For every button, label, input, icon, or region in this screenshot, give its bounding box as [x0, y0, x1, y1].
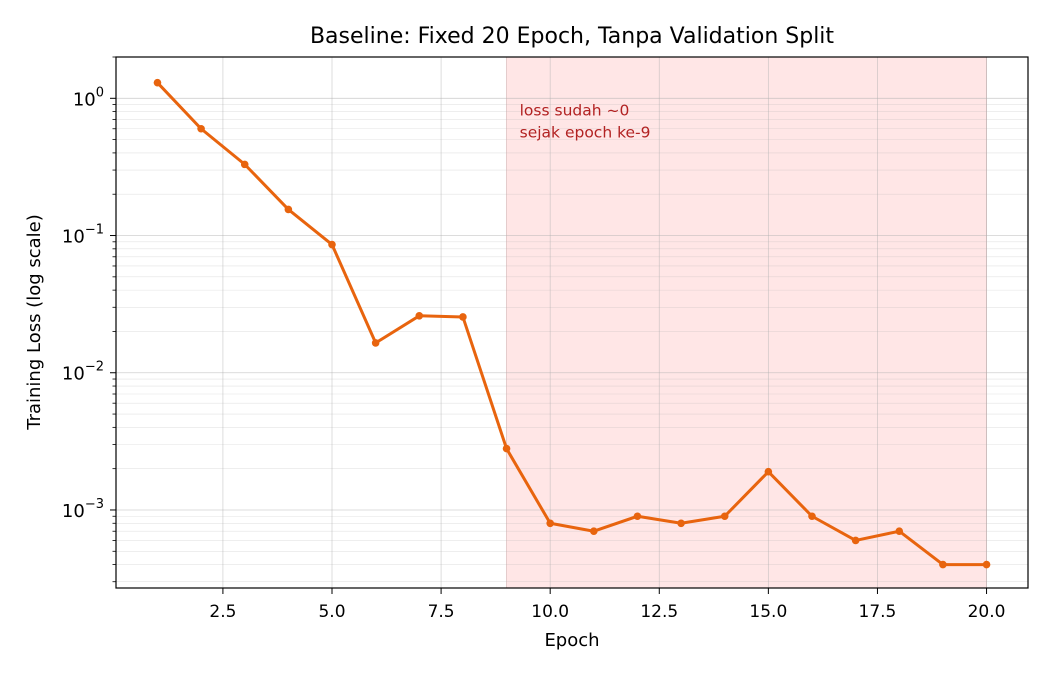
- x-axis-label: Epoch: [544, 630, 599, 651]
- y-tick-label: 10−2: [62, 360, 104, 385]
- shaded-region: [506, 57, 987, 588]
- plot-frame: [115, 56, 1029, 589]
- x-tick-label: 15.0: [749, 602, 787, 622]
- data-point: [153, 78, 162, 87]
- data-point: [939, 560, 947, 569]
- data-point: [459, 313, 467, 321]
- x-tick-label: 12.5: [640, 602, 678, 622]
- annotation-text: sejak epoch ke-9: [520, 123, 651, 141]
- y-tick-label: 10−1: [62, 223, 104, 248]
- series-line: [155, 81, 989, 567]
- data-point: [197, 124, 205, 133]
- x-tick-label: 17.5: [859, 602, 897, 622]
- data-point: [677, 519, 685, 528]
- data-point: [764, 467, 773, 476]
- data-point: [982, 560, 991, 569]
- data-point: [895, 527, 904, 536]
- data-point: [415, 312, 424, 320]
- data-point: [328, 240, 336, 249]
- annotation-text: loss sudah ~0: [520, 101, 630, 119]
- data-point: [546, 519, 554, 528]
- data-point: [808, 512, 816, 521]
- data-point: [502, 444, 511, 453]
- data-point: [851, 536, 860, 545]
- y-tick-label: 10−3: [62, 497, 104, 522]
- chart-title: Baseline: Fixed 20 Epoch, Tanpa Validati…: [310, 24, 834, 49]
- x-tick-label: 2.5: [209, 602, 236, 622]
- x-tick-label: 7.5: [428, 602, 455, 622]
- data-point: [590, 527, 598, 536]
- data-point: [633, 512, 642, 521]
- x-tick-label: 5.0: [318, 602, 345, 622]
- data-point: [371, 339, 380, 347]
- x-tick-label: 20.0: [968, 602, 1006, 622]
- data-point: [720, 512, 729, 521]
- y-axis-label: Training Loss (log scale): [24, 214, 45, 431]
- data-point: [240, 160, 249, 169]
- data-point: [284, 205, 293, 214]
- y-tick-label: 100: [73, 85, 104, 110]
- x-tick-label: 10.0: [531, 602, 569, 622]
